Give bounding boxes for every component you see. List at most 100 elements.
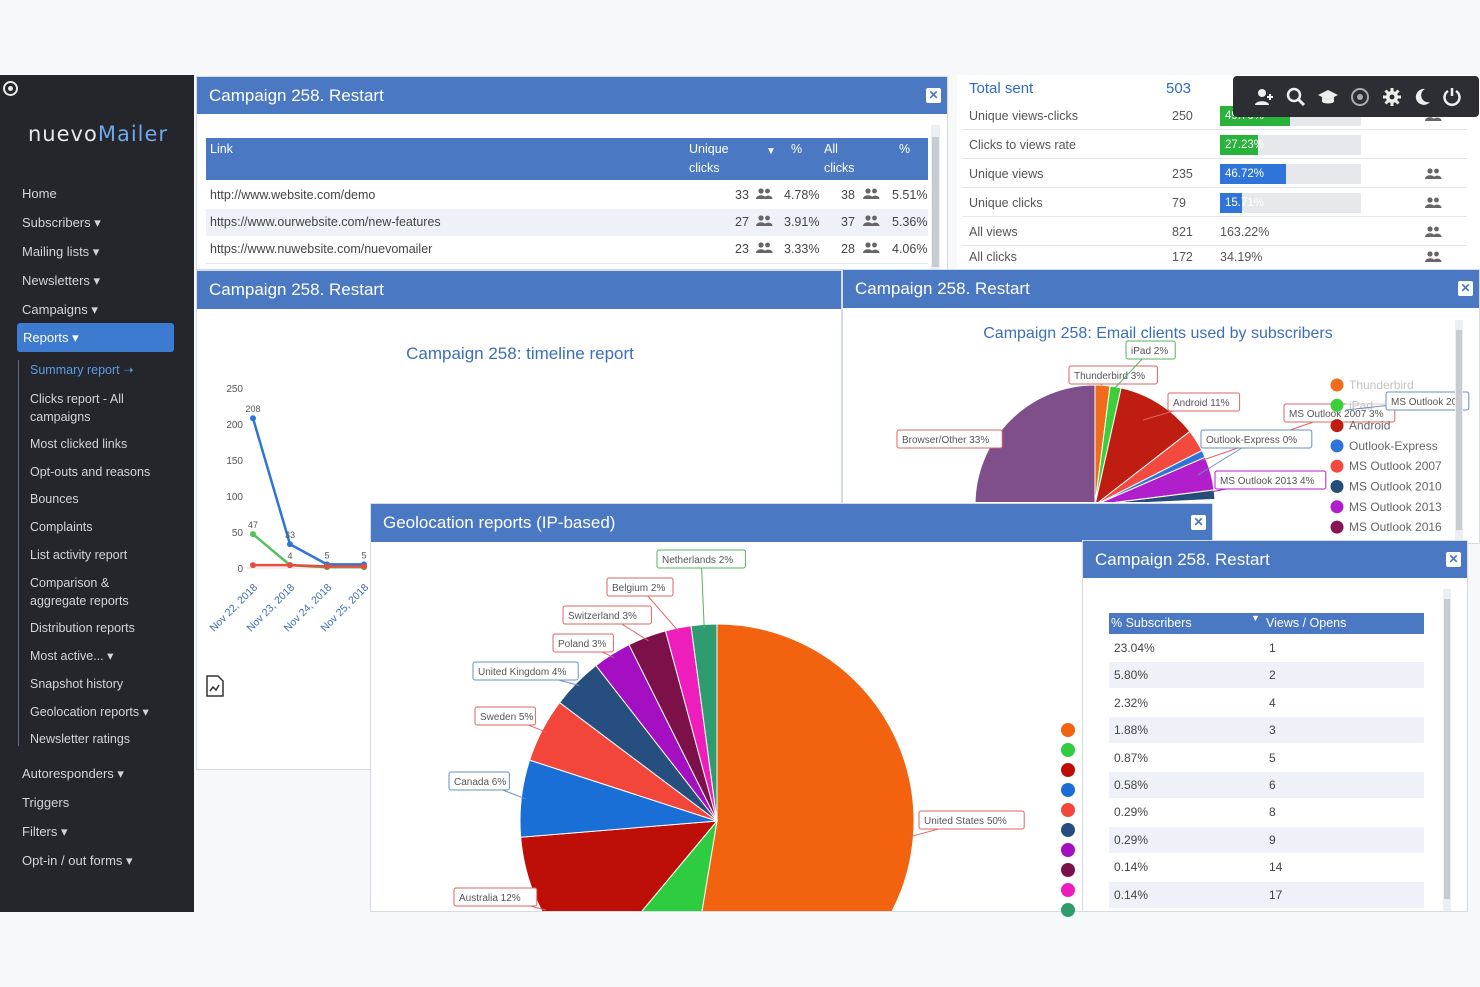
subitem-clicks-report-line2[interactable]: campaigns	[30, 410, 91, 424]
legend-dot[interactable]	[1330, 480, 1344, 493]
subitem-complaints[interactable]: Complaints	[30, 520, 93, 534]
col-views-opens[interactable]: Views / Opens	[1266, 616, 1347, 630]
pie-slice[interactable]	[1094, 387, 1191, 507]
legend-dot[interactable]	[1061, 823, 1075, 837]
subscribers-icon[interactable]	[1424, 223, 1442, 241]
sort-down-icon[interactable]: ▼	[1251, 613, 1260, 623]
subitem-comparison[interactable]: Comparison &	[30, 576, 110, 590]
subitem-bounces[interactable]: Bounces	[30, 492, 79, 506]
legend-label[interactable]: MS Outlook 2007	[1349, 459, 1442, 473]
subscribers-icon[interactable]	[1424, 165, 1442, 183]
subitem-comparison-line2[interactable]: aggregate reports	[30, 594, 129, 608]
col-pct2[interactable]: %	[899, 142, 911, 156]
subitem-opt-outs[interactable]: Opt-outs and reasons	[30, 465, 151, 479]
network-icon[interactable]	[1349, 86, 1371, 108]
legend-dot[interactable]	[1330, 500, 1344, 514]
data-point[interactable]	[287, 541, 293, 548]
sidebar-item-campaigns[interactable]: Campaigns ▾	[22, 302, 98, 317]
subitem-list-activity[interactable]: List activity report	[30, 548, 128, 562]
subitem-most-active[interactable]: Most active... ▾	[30, 649, 114, 663]
export-icon[interactable]	[206, 675, 224, 697]
sidebar-item-home[interactable]: Home	[22, 186, 57, 201]
close-icon[interactable]: ✕	[1446, 552, 1461, 567]
legend-dot[interactable]	[1061, 783, 1075, 797]
pie-slice[interactable]	[591, 819, 718, 912]
legend-dot[interactable]	[1061, 763, 1075, 777]
legend-dot[interactable]	[1061, 843, 1075, 857]
legend-label[interactable]: MS Outlook 2016	[1349, 520, 1442, 534]
link-url[interactable]: http://www.website.com/demo	[210, 188, 376, 202]
legend-dot[interactable]	[1061, 903, 1075, 917]
subscribers-icon[interactable]	[755, 213, 773, 227]
sort-down-icon[interactable]: ▼	[766, 146, 776, 157]
app-logo[interactable]: nuevoMailer	[28, 122, 168, 146]
legend-label[interactable]: Android	[1349, 419, 1390, 433]
scrollbar-thumb[interactable]	[1444, 599, 1450, 899]
col-link[interactable]: Link	[210, 142, 233, 156]
legend-dot[interactable]	[1330, 419, 1344, 433]
legend-dot[interactable]	[1061, 723, 1075, 737]
pie-slice[interactable]	[974, 384, 1096, 506]
col-subscribers[interactable]: % Subscribers	[1111, 616, 1192, 630]
subitem-newsletter-ratings[interactable]: Newsletter ratings	[30, 732, 131, 746]
link-url[interactable]: https://www.nuwebsite.com/nuevomailer	[210, 242, 433, 256]
subitem-snapshot-history[interactable]: Snapshot history	[30, 677, 124, 691]
col-all[interactable]: All	[824, 142, 838, 156]
scrollbar-thumb[interactable]	[932, 137, 939, 267]
sidebar-item-mailing-lists[interactable]: Mailing lists ▾	[22, 244, 100, 259]
sidebar-item-subscribers[interactable]: Subscribers ▾	[22, 215, 101, 230]
power-icon[interactable]	[1441, 86, 1463, 108]
sidebar-item-filters[interactable]: Filters ▾	[22, 824, 68, 839]
gear-icon[interactable]	[1381, 86, 1403, 108]
pie-slice[interactable]	[1094, 489, 1216, 506]
scrollbar[interactable]	[1443, 589, 1451, 911]
legend-dot[interactable]	[1330, 398, 1344, 412]
pie-slice[interactable]	[685, 623, 915, 912]
pie-slice[interactable]	[520, 820, 719, 912]
legend-label[interactable]: MS Outlook 2010	[1349, 480, 1442, 494]
search-icon[interactable]	[1285, 86, 1307, 108]
legend-dot[interactable]	[1061, 803, 1075, 817]
sidebar-item-optin-forms[interactable]: Opt-in / out forms ▾	[22, 853, 133, 868]
data-point[interactable]	[324, 563, 330, 570]
legend-dot[interactable]	[1061, 743, 1075, 757]
subscribers-icon[interactable]	[1424, 194, 1442, 212]
graduation-cap-icon[interactable]	[1317, 86, 1339, 108]
link-url[interactable]: https://www.ourwebsite.com/new-features	[210, 215, 441, 229]
legend-dot[interactable]	[1330, 520, 1344, 534]
legend-dot[interactable]	[1330, 439, 1344, 453]
legend-dot[interactable]	[1330, 378, 1344, 392]
col-pct[interactable]: %	[791, 142, 803, 156]
data-point[interactable]	[250, 415, 256, 422]
moon-icon[interactable]	[1411, 86, 1433, 108]
subitem-clicks-report[interactable]: Clicks report - All	[30, 392, 124, 406]
legend-dot[interactable]	[1061, 883, 1075, 897]
subitem-distribution[interactable]: Distribution reports	[30, 621, 135, 635]
close-icon[interactable]: ✕	[1458, 281, 1473, 296]
sidebar-item-reports[interactable]: Reports ▾	[17, 323, 174, 352]
data-point[interactable]	[287, 562, 293, 569]
subitem-summary-report[interactable]: Summary report ➝	[30, 363, 134, 377]
scrollbar[interactable]	[1455, 320, 1463, 543]
add-user-icon[interactable]	[1253, 86, 1275, 108]
scrollbar-thumb[interactable]	[1456, 330, 1462, 530]
data-point[interactable]	[250, 562, 256, 569]
data-point[interactable]	[361, 563, 367, 570]
col-unique[interactable]: Unique	[689, 142, 729, 156]
subscribers-icon[interactable]	[755, 240, 773, 254]
subscribers-icon[interactable]	[1424, 248, 1442, 266]
sidebar-item-autoresponders[interactable]: Autoresponders ▾	[22, 766, 124, 781]
sidebar-item-triggers[interactable]: Triggers	[22, 795, 70, 810]
subscribers-icon[interactable]	[862, 186, 880, 200]
sidebar-item-newsletters[interactable]: Newsletters ▾	[22, 273, 101, 288]
subitem-most-clicked-links[interactable]: Most clicked links	[30, 437, 128, 451]
legend-label[interactable]: MS Outlook 2013	[1349, 500, 1442, 514]
legend-dot[interactable]	[1330, 459, 1344, 473]
sidebar-toggle-icon[interactable]	[3, 81, 18, 96]
legend-label[interactable]: Outlook-Express	[1349, 439, 1438, 453]
subitem-geolocation[interactable]: Geolocation reports ▾	[30, 705, 149, 719]
close-icon[interactable]: ✕	[926, 88, 941, 103]
subscribers-icon[interactable]	[862, 240, 880, 254]
scrollbar[interactable]	[931, 125, 940, 271]
legend-dot[interactable]	[1061, 863, 1075, 877]
